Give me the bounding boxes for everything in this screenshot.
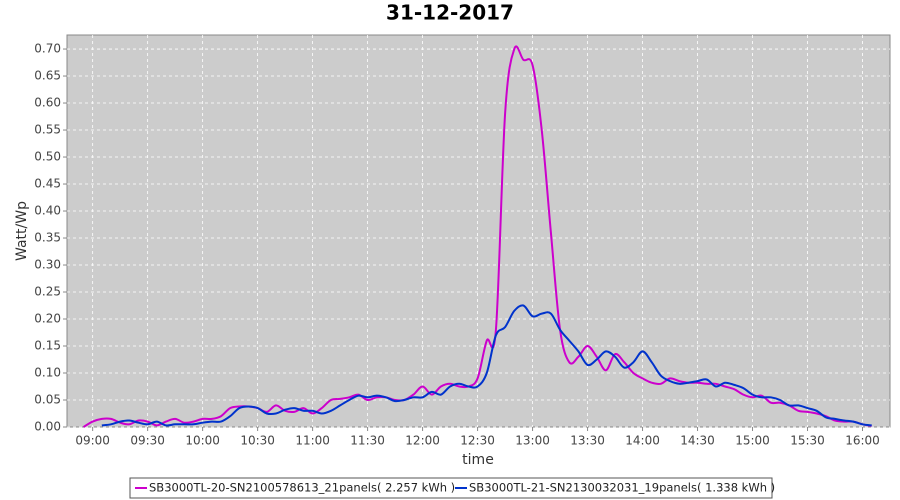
x-tick-label: 12:30	[460, 434, 495, 448]
legend-box	[129, 477, 773, 499]
x-tick-label: 14:30	[680, 434, 715, 448]
y-axis-label: Watt/Wp	[14, 201, 30, 261]
x-tick-label: 10:00	[185, 434, 220, 448]
x-tick-label: 13:00	[515, 434, 550, 448]
chart-title: 31-12-2017	[386, 1, 514, 25]
x-tick-label: 14:00	[625, 434, 660, 448]
y-tick-label: 0.25	[34, 285, 61, 299]
x-tick-label: 10:30	[240, 434, 275, 448]
legend-label: SB3000TL-21-SN2130032031_19panels( 1.338…	[469, 481, 775, 495]
y-tick-label: 0.55	[34, 123, 61, 137]
x-tick-label: 11:30	[350, 434, 385, 448]
x-tick-label: 15:00	[735, 434, 770, 448]
y-tick-label: 0.60	[34, 96, 61, 110]
x-tick-label: 16:00	[845, 434, 880, 448]
x-tick-label: 09:30	[130, 434, 165, 448]
y-tick-label: 0.10	[34, 366, 61, 380]
y-tick-label: 0.50	[34, 150, 61, 164]
y-tick-label: 0.20	[34, 312, 61, 326]
x-tick-label: 15:30	[790, 434, 825, 448]
legend-label: SB3000TL-20-SN2100578613_21panels( 2.257…	[149, 481, 455, 495]
x-tick-label: 12:00	[405, 434, 440, 448]
x-tick-label: 11:00	[295, 434, 330, 448]
y-tick-label: 0.70	[34, 42, 61, 56]
y-tick-label: 0.30	[34, 258, 61, 272]
series-line	[82, 45, 872, 428]
x-tick-label: 13:30	[570, 434, 605, 448]
x-axis-label: time	[462, 452, 494, 468]
y-tick-label: 0.15	[34, 339, 61, 353]
y-tick-label: 0.35	[34, 231, 61, 245]
y-tick-label: 0.40	[34, 204, 61, 218]
plot-area	[66, 34, 891, 428]
y-tick-label: 0.45	[34, 177, 61, 191]
series-line	[101, 304, 872, 427]
y-tick-label: 0.65	[34, 69, 61, 83]
y-tick-label: 0.05	[34, 393, 61, 407]
y-tick-label: 0.00	[34, 420, 61, 434]
x-tick-label: 09:00	[75, 434, 110, 448]
